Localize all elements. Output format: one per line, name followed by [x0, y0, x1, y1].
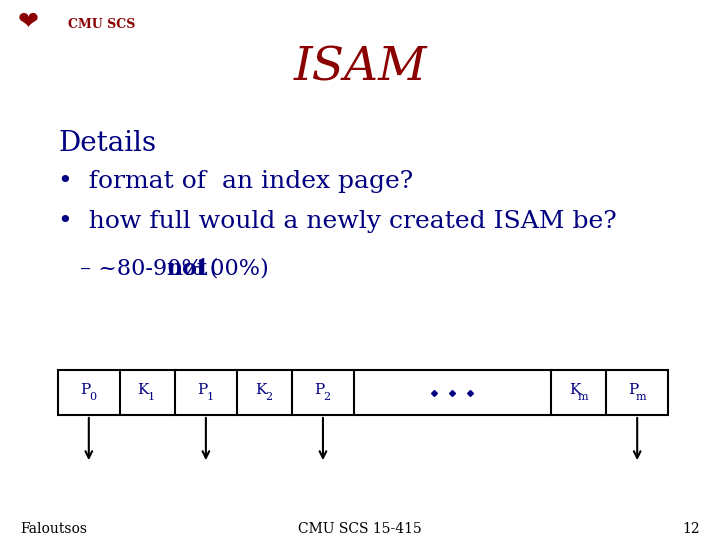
Text: m: m [577, 392, 588, 402]
Text: 1: 1 [207, 392, 213, 402]
Text: 2: 2 [265, 392, 272, 402]
Text: •  format of  an index page?: • format of an index page? [58, 170, 413, 193]
Text: 1: 1 [148, 392, 155, 402]
Text: 12: 12 [683, 522, 700, 536]
Text: K: K [138, 383, 149, 397]
Text: Faloutsos: Faloutsos [20, 522, 87, 536]
Text: CMU SCS 15-415: CMU SCS 15-415 [298, 522, 422, 536]
Text: ❤: ❤ [18, 10, 39, 34]
Text: ISAM: ISAM [293, 45, 427, 90]
Text: K: K [569, 383, 580, 397]
Text: Details: Details [58, 130, 156, 157]
Text: 100%): 100%) [189, 258, 269, 280]
Text: P: P [80, 383, 90, 397]
Text: •  how full would a newly created ISAM be?: • how full would a newly created ISAM be… [58, 210, 617, 233]
Text: – ~80-90% (: – ~80-90% ( [80, 258, 218, 280]
Text: P: P [314, 383, 324, 397]
Text: P: P [628, 383, 639, 397]
Bar [58, 370, 668, 415]
Text: 0: 0 [89, 392, 96, 402]
Text: CMU SCS: CMU SCS [68, 18, 135, 31]
Text: m: m [636, 392, 647, 402]
Text: P: P [197, 383, 207, 397]
Text: 2: 2 [323, 392, 330, 402]
Text: not: not [166, 258, 207, 280]
Text: K: K [255, 383, 266, 397]
